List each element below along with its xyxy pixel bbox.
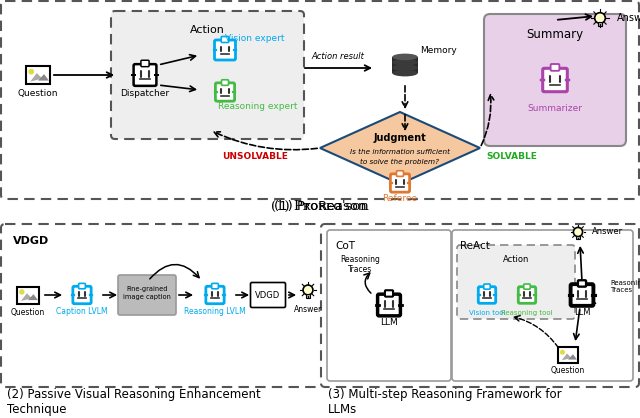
Bar bbox=[306, 294, 310, 298]
Circle shape bbox=[29, 69, 33, 74]
FancyBboxPatch shape bbox=[518, 287, 536, 303]
FancyBboxPatch shape bbox=[327, 230, 451, 381]
Bar bbox=[392, 57, 418, 73]
FancyBboxPatch shape bbox=[216, 83, 235, 101]
FancyBboxPatch shape bbox=[550, 64, 559, 71]
Polygon shape bbox=[562, 354, 572, 360]
FancyBboxPatch shape bbox=[73, 286, 91, 304]
Text: Reasoning LVLM: Reasoning LVLM bbox=[184, 307, 246, 316]
FancyBboxPatch shape bbox=[478, 287, 496, 303]
Ellipse shape bbox=[392, 70, 418, 76]
Text: Reasoning
Traces: Reasoning Traces bbox=[610, 280, 640, 293]
Bar bbox=[17, 286, 39, 303]
Text: VDGD: VDGD bbox=[255, 291, 280, 300]
Text: Action: Action bbox=[190, 25, 225, 35]
Text: CoT: CoT bbox=[335, 241, 355, 251]
Text: Answer: Answer bbox=[617, 13, 640, 23]
Circle shape bbox=[573, 227, 582, 237]
FancyBboxPatch shape bbox=[578, 280, 586, 287]
Text: Judgment: Judgment bbox=[374, 133, 426, 143]
Text: Memory: Memory bbox=[420, 46, 457, 55]
FancyBboxPatch shape bbox=[111, 11, 304, 139]
Ellipse shape bbox=[392, 64, 418, 71]
FancyBboxPatch shape bbox=[452, 230, 633, 381]
FancyBboxPatch shape bbox=[1, 1, 639, 199]
FancyBboxPatch shape bbox=[321, 224, 639, 387]
Text: Question: Question bbox=[18, 89, 58, 98]
Text: Reasoning
Traces: Reasoning Traces bbox=[340, 255, 380, 274]
Text: Answer: Answer bbox=[294, 305, 322, 314]
Bar bbox=[598, 22, 602, 26]
Text: SOLVABLE: SOLVABLE bbox=[486, 152, 538, 161]
Text: (2) Passive Visual Reasoning Enhancement
Technique: (2) Passive Visual Reasoning Enhancement… bbox=[7, 388, 260, 416]
Ellipse shape bbox=[392, 59, 418, 66]
FancyBboxPatch shape bbox=[543, 68, 567, 92]
FancyBboxPatch shape bbox=[457, 245, 575, 319]
Bar bbox=[558, 347, 578, 363]
FancyBboxPatch shape bbox=[484, 284, 490, 289]
Bar bbox=[26, 66, 50, 84]
Text: Referee: Referee bbox=[383, 194, 417, 203]
Polygon shape bbox=[38, 74, 49, 81]
FancyBboxPatch shape bbox=[250, 283, 285, 308]
Circle shape bbox=[303, 285, 313, 295]
FancyBboxPatch shape bbox=[212, 283, 218, 289]
Polygon shape bbox=[21, 293, 32, 301]
Text: Vision tool: Vision tool bbox=[468, 310, 505, 316]
FancyBboxPatch shape bbox=[484, 14, 626, 146]
Text: Dispatcher: Dispatcher bbox=[120, 89, 170, 98]
Polygon shape bbox=[28, 294, 38, 300]
Text: (3) Multi-step Reasoning Framework for
LLMs: (3) Multi-step Reasoning Framework for L… bbox=[328, 388, 562, 416]
FancyBboxPatch shape bbox=[79, 283, 85, 289]
FancyBboxPatch shape bbox=[206, 286, 224, 304]
Text: Fine-grained
image caption: Fine-grained image caption bbox=[123, 286, 171, 300]
Polygon shape bbox=[320, 112, 480, 184]
Text: (1) Pʀoʀᴇɑˈson: (1) Pʀoʀᴇɑˈson bbox=[271, 200, 369, 213]
Text: Action: Action bbox=[503, 255, 529, 264]
Text: LLM: LLM bbox=[573, 308, 590, 317]
FancyBboxPatch shape bbox=[397, 171, 404, 176]
Polygon shape bbox=[568, 354, 577, 359]
FancyBboxPatch shape bbox=[390, 174, 410, 192]
FancyBboxPatch shape bbox=[385, 290, 393, 297]
FancyBboxPatch shape bbox=[524, 284, 530, 289]
Circle shape bbox=[561, 350, 564, 354]
Ellipse shape bbox=[392, 54, 418, 60]
Text: Caption LVLM: Caption LVLM bbox=[56, 307, 108, 316]
Text: Answer: Answer bbox=[592, 227, 623, 237]
Polygon shape bbox=[30, 73, 42, 82]
Text: Action result: Action result bbox=[312, 52, 364, 61]
FancyBboxPatch shape bbox=[214, 40, 236, 60]
FancyBboxPatch shape bbox=[221, 80, 228, 85]
Circle shape bbox=[595, 13, 605, 23]
Circle shape bbox=[20, 290, 24, 294]
Text: UNSOLVABLE: UNSOLVABLE bbox=[222, 152, 288, 161]
FancyBboxPatch shape bbox=[1, 224, 322, 387]
Text: Reasoning tool: Reasoning tool bbox=[501, 310, 553, 316]
Text: Summary: Summary bbox=[527, 28, 584, 41]
Text: Question: Question bbox=[551, 366, 585, 375]
FancyBboxPatch shape bbox=[571, 284, 593, 306]
Text: Reasoning expert: Reasoning expert bbox=[218, 102, 298, 111]
FancyBboxPatch shape bbox=[378, 294, 401, 316]
Text: Is the information sufficient: Is the information sufficient bbox=[350, 149, 450, 155]
FancyBboxPatch shape bbox=[134, 64, 156, 86]
Text: Summarizer: Summarizer bbox=[527, 104, 582, 113]
FancyBboxPatch shape bbox=[141, 60, 149, 66]
Text: Vision expert: Vision expert bbox=[225, 34, 285, 43]
Text: Question: Question bbox=[11, 308, 45, 317]
Text: to solve the problem?: to solve the problem? bbox=[360, 159, 440, 165]
FancyBboxPatch shape bbox=[221, 36, 229, 43]
Bar bbox=[576, 236, 580, 239]
Text: VDGD: VDGD bbox=[13, 236, 49, 246]
FancyBboxPatch shape bbox=[118, 275, 176, 315]
Text: (1) ProReason: (1) ProReason bbox=[274, 200, 366, 213]
Text: LLM: LLM bbox=[380, 318, 398, 327]
Text: ReAct: ReAct bbox=[460, 241, 490, 251]
